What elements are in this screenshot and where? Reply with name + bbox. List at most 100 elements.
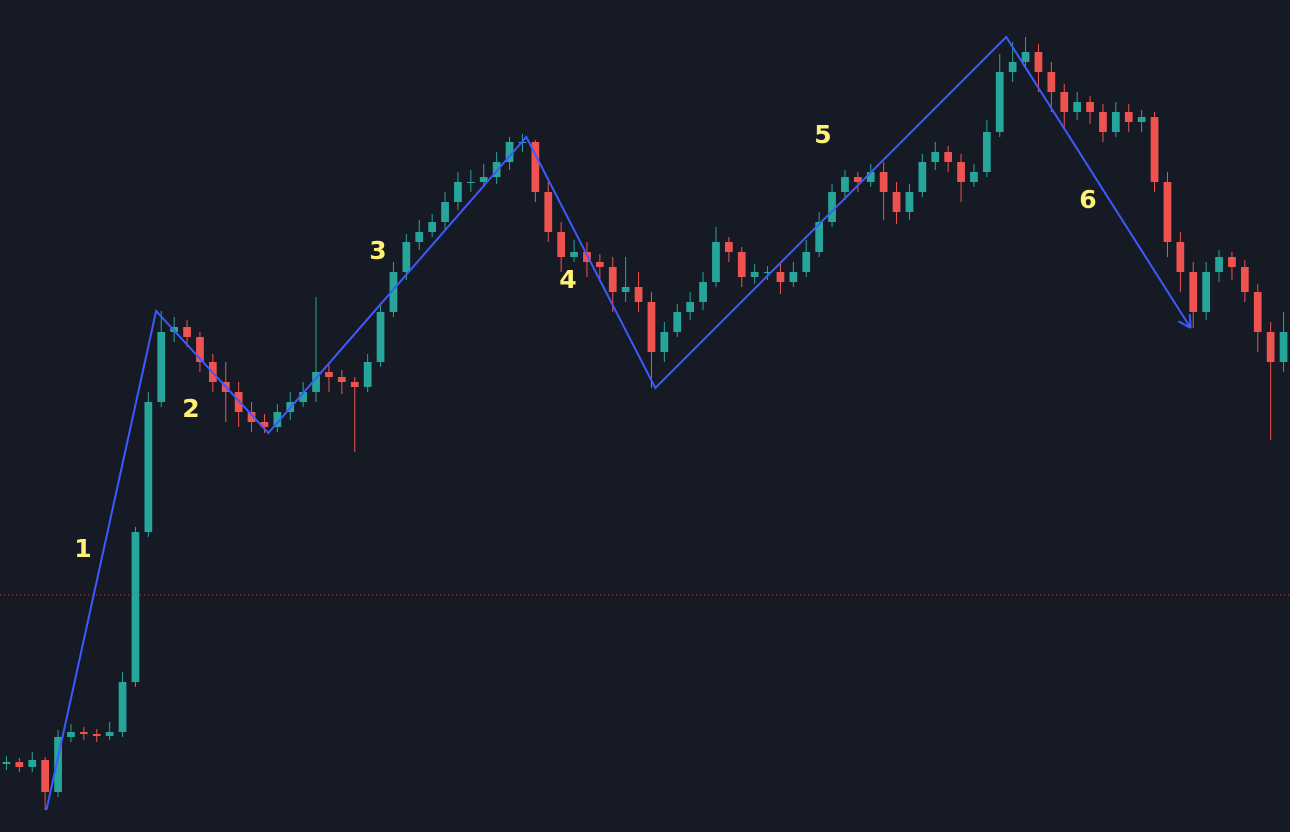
candle-body [1073, 102, 1082, 112]
wave-arrowhead [1177, 320, 1192, 329]
candle-body [1279, 332, 1288, 362]
candle-body [1086, 102, 1094, 112]
candle-body [389, 272, 398, 312]
candle-body [853, 177, 862, 182]
candle-body [608, 267, 617, 292]
candle-body [196, 337, 204, 362]
candle-body [815, 222, 824, 252]
candle-body [402, 242, 411, 272]
candle-body [144, 402, 153, 532]
candle-body [1176, 242, 1185, 272]
candles [2, 37, 1288, 810]
candle-body [415, 232, 424, 242]
candle-body [118, 682, 127, 732]
candle-body [479, 177, 488, 182]
candle-body [54, 737, 62, 792]
candle-body [789, 272, 798, 282]
wave-label: 3 [369, 236, 386, 265]
candle-body [841, 177, 849, 192]
candle-body [1047, 72, 1056, 92]
candle-body [699, 282, 707, 302]
candle-body [2, 762, 11, 764]
candle-body [776, 272, 785, 282]
candle-body [828, 192, 836, 222]
candle-body [1253, 292, 1262, 332]
candle-body [1124, 112, 1133, 122]
wave-arrowhead [1188, 313, 1192, 329]
candle-body [1266, 332, 1275, 362]
candle-body [28, 760, 37, 767]
candle-body [1150, 117, 1159, 182]
candle-body [466, 182, 475, 183]
candle-body [970, 172, 978, 182]
candle-body [918, 162, 927, 192]
candle-body [621, 287, 630, 292]
candle-body [931, 152, 940, 162]
candle-body [1099, 112, 1107, 132]
candle-body [79, 732, 88, 734]
candle-body [183, 327, 191, 337]
wave-label: 5 [814, 120, 831, 149]
wave-label: 1 [74, 534, 91, 563]
wave-label: 4 [559, 265, 576, 294]
candle-body [454, 182, 462, 202]
candle-body [982, 132, 991, 172]
candle-body [673, 312, 682, 332]
candle-body [712, 242, 720, 282]
candle-body [441, 202, 449, 222]
candle-body [957, 162, 965, 182]
candle-body [686, 302, 695, 312]
candle-body [737, 252, 746, 277]
candle-body [363, 362, 372, 387]
candle-body [570, 252, 578, 257]
candle-body [544, 192, 553, 232]
candle-body [595, 262, 604, 267]
candle-body [724, 242, 733, 252]
candle-body [131, 532, 140, 682]
candle-body [531, 142, 540, 192]
candle-body [376, 312, 385, 362]
candle-body [105, 732, 114, 736]
candle-body [995, 72, 1004, 132]
candle-body [1189, 272, 1198, 312]
candle-body [92, 734, 101, 736]
candle-body [750, 272, 759, 277]
candle-body [1163, 182, 1172, 242]
candle-body [337, 377, 346, 382]
candle-body [350, 382, 359, 387]
candle-body [1215, 257, 1223, 272]
candle-body [892, 192, 901, 212]
candle-body [157, 332, 166, 402]
candle-body [273, 412, 282, 427]
candle-body [1021, 52, 1030, 62]
candle-body [905, 192, 914, 212]
candle-body [634, 287, 643, 302]
candle-body [647, 302, 656, 352]
candle-body [492, 162, 501, 177]
wave-label: 2 [182, 394, 199, 423]
candle-body [660, 332, 669, 352]
candle-body [1111, 112, 1120, 132]
candle-body [1137, 117, 1146, 122]
candle-body [557, 232, 566, 257]
candle-body [41, 760, 50, 792]
candle-body [325, 372, 333, 377]
candle-body [312, 372, 320, 392]
wave-group [45, 35, 1192, 811]
candle-body [802, 252, 811, 272]
candle-body [15, 762, 24, 767]
candle-body [1202, 272, 1211, 312]
candle-body [1240, 267, 1249, 292]
candle-body [428, 222, 437, 232]
candle-body [1008, 62, 1017, 72]
wave-label: 6 [1079, 185, 1096, 214]
candle-body [67, 732, 75, 737]
candle-body [1228, 257, 1236, 267]
candle-body [247, 412, 256, 422]
candle-body [1060, 92, 1069, 112]
candle-body [299, 392, 308, 402]
candle-body [260, 422, 269, 427]
wave-line [45, 35, 1192, 811]
